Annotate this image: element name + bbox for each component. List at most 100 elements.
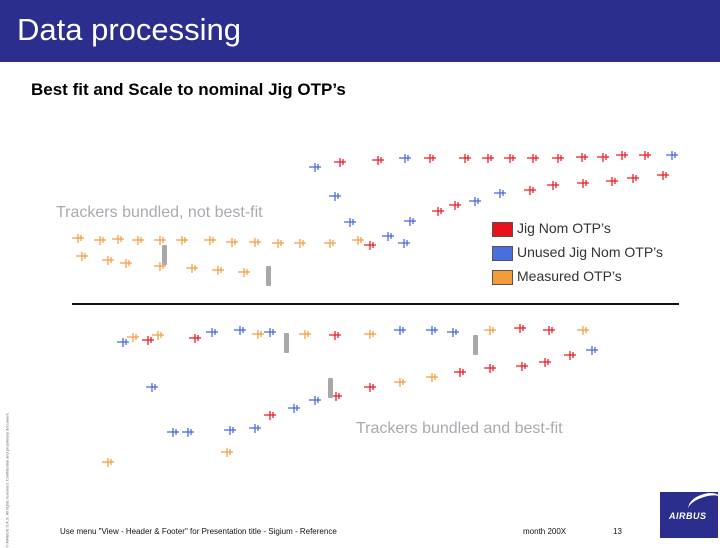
tracker-mark [639,151,651,160]
tracker-mark [539,358,551,367]
tracker-stand [162,245,167,265]
tracker-mark [404,217,416,226]
tracker-mark [299,330,311,339]
tracker-mark [627,174,639,183]
tracker-stand [328,378,333,398]
tracker-mark [344,218,356,227]
tracker-mark [329,192,341,201]
tracker-mark [249,424,261,433]
tracker-mark [102,256,114,265]
tracker-mark [524,186,536,195]
tracker-mark [666,151,678,160]
footer-note: Use menu "View - Header & Footer" for Pr… [60,527,337,536]
tracker-mark [272,239,284,248]
tracker-mark [146,383,158,392]
tracker-mark [212,266,224,275]
tracker-mark [484,364,496,373]
tracker-mark [182,428,194,437]
tracker-mark [152,331,164,340]
tracker-mark [76,252,88,261]
tracker-mark [94,236,106,245]
tracker-mark [616,151,628,160]
tracker-mark [426,373,438,382]
tracker-mark [577,179,589,188]
airbus-logo: AIRBUS [660,492,718,538]
tracker-mark [309,396,321,405]
tracker-mark [516,362,528,371]
tracker-mark [527,154,539,163]
header-bar: Data processing [0,0,720,62]
tracker-mark [72,234,84,243]
tracker-mark [399,154,411,163]
tracker-mark [224,426,236,435]
tracker-mark [112,235,124,244]
page-number: 13 [613,527,622,536]
legend-swatch-blue [492,246,513,261]
tracker-stand [284,333,289,353]
tracker-mark [382,232,394,241]
tracker-stand [473,335,478,355]
tracker-mark [288,404,300,413]
section-divider [72,303,679,305]
tracker-mark [186,264,198,273]
tracker-mark [482,154,494,163]
tracker-mark [459,154,471,163]
tracker-mark [504,154,516,163]
legend-label: Measured OTP’s [517,268,622,284]
legend-swatch-orange [492,270,513,285]
tracker-mark [329,331,341,340]
tracker-mark [426,326,438,335]
tracker-mark [424,154,436,163]
footer-date: month 200X [523,527,567,536]
tracker-mark [309,163,321,172]
label-not-best-fit: Trackers bundled, not best-fit [56,204,263,221]
tracker-mark [364,241,376,250]
tracker-mark [252,330,264,339]
tracker-stand [266,266,271,286]
tracker-mark [606,177,618,186]
tracker-mark [494,189,506,198]
tracker-mark [154,236,166,245]
tracker-mark [564,351,576,360]
tracker-mark [120,259,132,268]
tracker-mark [364,383,376,392]
legend-swatch-red [492,222,513,237]
tracker-mark [432,207,444,216]
tracker-mark [394,326,406,335]
tracker-mark [576,153,588,162]
tracker-mark [204,236,216,245]
tracker-mark [372,156,384,165]
tracker-mark [264,411,276,420]
tracker-mark [226,238,238,247]
logo-text: AIRBUS [669,511,707,521]
tracker-mark [234,326,246,335]
tracker-mark [189,334,201,343]
header-rule [0,62,720,64]
tracker-mark [127,333,139,342]
tracker-mark [484,326,496,335]
tracker-mark [469,197,481,206]
tracker-mark [364,330,376,339]
tracker-mark [449,201,461,210]
tracker-mark [264,328,276,337]
tracker-mark [132,236,144,245]
tracker-mark [394,378,406,387]
tracker-mark [398,239,410,248]
tracker-mark [176,236,188,245]
tracker-mark [552,154,564,163]
tracker-mark [547,181,559,190]
tracker-mark [597,153,609,162]
legend-label: Unused Jig Nom OTP’s [517,244,664,260]
tracker-mark [334,158,346,167]
page-title: Data processing [17,12,242,47]
slide-subtitle: Best fit and Scale to nominal Jig OTP’s [31,80,346,99]
legend-label: Jig Nom OTP’s [517,220,611,236]
tracker-mark [543,326,555,335]
tracker-mark [238,268,250,277]
tracker-mark [586,346,598,355]
tracker-mark [324,239,336,248]
tracker-mark [142,336,154,345]
tracker-mark [352,236,364,245]
tracker-mark [102,458,114,467]
